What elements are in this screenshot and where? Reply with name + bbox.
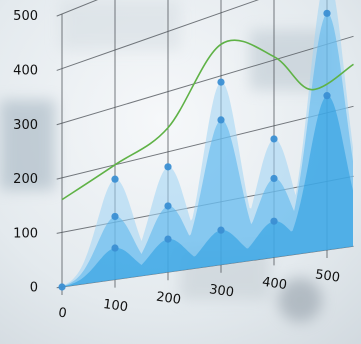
data-point-s3-1: [111, 244, 119, 252]
y-tick-label: 200: [13, 172, 38, 187]
data-point-s2-4: [270, 174, 278, 183]
data-point-s1-2: [164, 163, 172, 171]
y-tick-label: 400: [13, 63, 38, 78]
data-point-s1-1: [111, 175, 119, 183]
tick-labels: 0 100 200 300 400 500 0 100 200 300 400 500: [13, 9, 341, 321]
y-tick-label: 500: [13, 9, 38, 24]
grid-line-horizontal: [56, 105, 354, 180]
data-point-s3-2: [164, 235, 172, 243]
trend-line: [61, 39, 354, 201]
trend-line-series: [61, 39, 354, 201]
data-point-s3-5: [323, 92, 331, 100]
grid-line-horizontal: [56, 35, 354, 126]
data-point-s2-2: [164, 202, 172, 210]
grid-line-horizontal: [56, 0, 259, 71]
area-series-2: [62, 13, 353, 288]
x-tick-label: 400: [261, 275, 288, 293]
y-tick-label: 0: [30, 281, 38, 296]
data-point-s1-4: [270, 135, 278, 143]
area-layers: [62, 0, 353, 288]
x-tick-label: 0: [57, 306, 67, 322]
y-tick-label: 100: [13, 226, 38, 241]
data-point-s3-4: [270, 217, 278, 225]
x-tick-label: 100: [102, 297, 129, 315]
area-series-3: [62, 95, 353, 287]
data-point-s1-3: [217, 78, 225, 86]
x-tick-label: 300: [208, 282, 235, 300]
data-point-s1-0: [58, 283, 66, 291]
x-tick-label: 500: [314, 267, 341, 285]
data-point-s2-3: [217, 116, 225, 124]
data-point-s2-5: [323, 9, 331, 17]
y-tick-label: 300: [13, 118, 38, 133]
data-point-s3-3: [217, 226, 225, 234]
data-points: [58, 9, 331, 291]
x-tick-label: 200: [155, 290, 182, 308]
data-point-s2-1: [111, 212, 119, 221]
